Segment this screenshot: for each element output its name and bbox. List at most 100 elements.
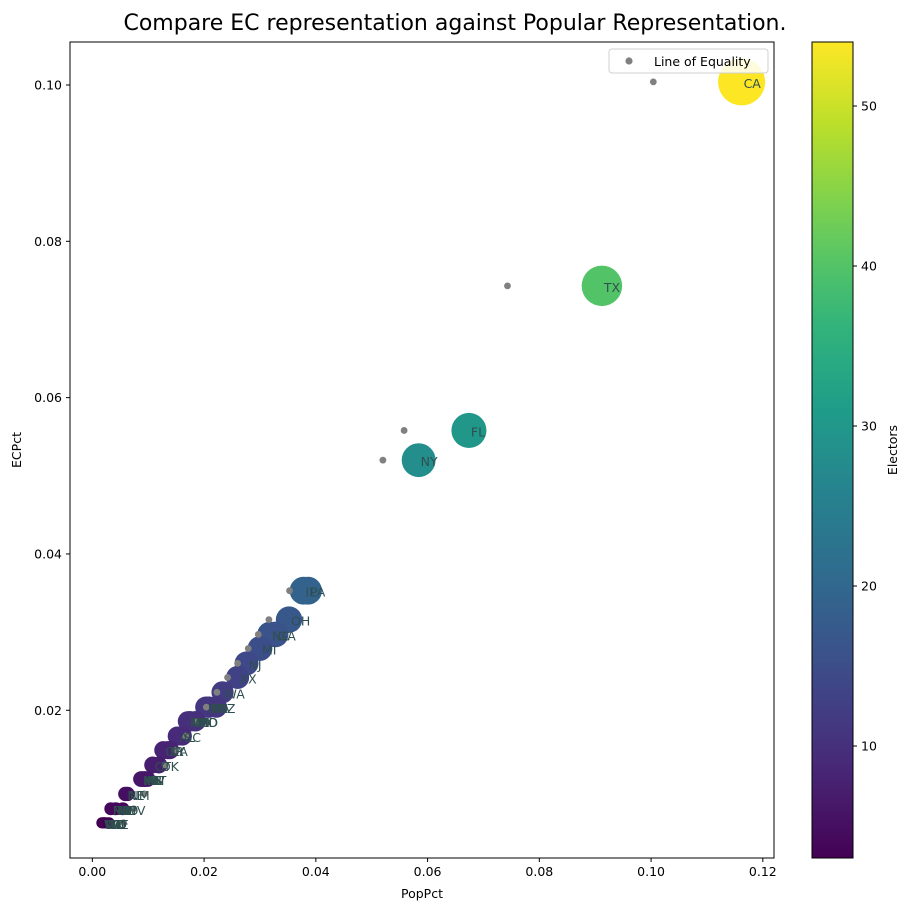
colorbar-ticks: 10 20 30 40 50 <box>853 99 877 754</box>
state-label-wy: WY <box>104 817 124 832</box>
state-label-mo: MO <box>197 715 218 730</box>
state-label-mn: MN <box>190 715 210 730</box>
state-label-nc: NC <box>272 628 290 643</box>
y-tick-label: 0.04 <box>34 546 62 561</box>
colorbar-label: Electors <box>885 425 900 475</box>
state-point-il <box>289 576 318 605</box>
state-label-nv: NV <box>147 773 165 788</box>
x-tick-label: 0.08 <box>525 864 553 879</box>
state-label-tn: TN <box>210 701 228 716</box>
state-points-group <box>96 58 766 829</box>
state-label-pa: PA <box>310 585 326 600</box>
state-label-de: DE <box>111 817 129 832</box>
state-label-in: IN <box>208 701 221 716</box>
state-label-ne: NE <box>127 788 144 803</box>
state-label-la: LA <box>172 744 188 759</box>
x-tick-label: 0.02 <box>190 864 218 879</box>
equality-point-14 <box>172 746 180 754</box>
state-label-co: CO <box>192 715 211 730</box>
equality-point-13 <box>182 732 190 740</box>
state-label-ks: KS <box>143 773 159 788</box>
equality-point-15 <box>161 761 169 769</box>
y-tick-label: 0.02 <box>34 703 62 718</box>
state-label-oh: OH <box>291 614 310 629</box>
state-label-dc: DC <box>106 817 125 832</box>
x-tick-label: 0.12 <box>749 864 777 879</box>
state-label-tx: TX <box>603 280 621 295</box>
state-label-nj: NJ <box>249 657 262 672</box>
state-label-sd: SD <box>109 817 127 832</box>
legend: Line of Equality <box>608 48 769 74</box>
state-label-ga: GA <box>278 628 297 643</box>
state-label-mt: MT <box>113 803 132 818</box>
equality-point-19 <box>120 819 128 827</box>
legend-box <box>608 48 769 74</box>
x-axis-label: PopPct <box>401 886 443 901</box>
state-point-xx <box>226 665 250 689</box>
colorbar-tick-label: 10 <box>861 739 877 754</box>
equality-point-9 <box>224 674 231 681</box>
colorbar-tick-label: 50 <box>861 99 877 114</box>
equality-point-10 <box>213 688 221 696</box>
state-label-il: IL <box>306 585 317 600</box>
state-point-ny <box>401 443 436 478</box>
state-label-wi: WI <box>193 715 209 730</box>
equality-points-group <box>120 78 657 827</box>
equality-point-7 <box>244 645 252 652</box>
state-label-ia: IA <box>147 773 160 788</box>
state-point-ne <box>118 786 133 802</box>
x-axis: 0.00 0.02 0.04 0.06 0.08 0.10 0.12 <box>78 858 777 879</box>
state-label-sc: SC <box>184 730 201 745</box>
state-point-co <box>179 711 200 732</box>
state-label-ar: AR <box>145 773 163 788</box>
state-label-az: AZ <box>218 701 235 716</box>
x-tick-label: 0.10 <box>637 864 665 879</box>
equality-point-5 <box>265 616 273 624</box>
state-label-ky: KY <box>170 744 186 759</box>
state-label-me: ME <box>117 803 136 818</box>
state-label-ma: MA <box>211 701 231 716</box>
equality-point-11 <box>202 703 210 711</box>
colorbar <box>812 42 853 858</box>
state-label-wa: WA <box>225 686 246 701</box>
state-label-md: MD <box>198 715 218 730</box>
state-point-tx <box>581 265 623 307</box>
state-point-ks <box>133 771 149 787</box>
state-label-ca: CA <box>744 76 762 91</box>
y-tick-label: 0.06 <box>34 390 62 405</box>
state-label-hi: HI <box>118 803 131 818</box>
state-label-id: ID <box>125 803 138 818</box>
state-point-fl <box>451 412 487 448</box>
colorbar-frame <box>811 41 854 859</box>
y-axis: 0.02 0.04 0.06 0.08 0.10 <box>34 77 70 718</box>
state-point-mt <box>104 802 118 816</box>
equality-point-17 <box>140 790 148 798</box>
equality-point-0 <box>649 78 657 86</box>
state-label-ny: NY <box>421 454 438 469</box>
equality-point-3 <box>379 456 387 464</box>
state-label-ms: MS <box>144 773 163 788</box>
state-label-nm: NM <box>130 788 150 803</box>
state-point-or <box>154 741 173 760</box>
state-label-ri: RI <box>113 803 125 818</box>
colorbar-tick-label: 40 <box>861 259 877 274</box>
state-label-ok: OK <box>161 759 180 774</box>
chart-title: Compare EC representation against Popula… <box>123 11 786 36</box>
x-tick-label: 0.06 <box>414 864 442 879</box>
state-label-or: OR <box>165 744 184 759</box>
equality-point-4 <box>286 587 293 595</box>
equality-point-18 <box>130 805 138 813</box>
equality-point-16 <box>151 775 159 783</box>
state-label-ak: AK <box>107 817 125 832</box>
x-tick-label: 0.00 <box>78 864 106 879</box>
state-label-nh: NH <box>117 803 136 818</box>
equality-point-2 <box>400 427 408 434</box>
colorbar-tick-label: 20 <box>861 579 877 594</box>
colorbar-tick-label: 30 <box>861 419 877 434</box>
state-label-fl: FL <box>471 424 485 439</box>
state-label-vt: VT <box>105 817 122 832</box>
equality-point-6 <box>254 631 262 638</box>
state-label-al: AL <box>179 730 195 745</box>
